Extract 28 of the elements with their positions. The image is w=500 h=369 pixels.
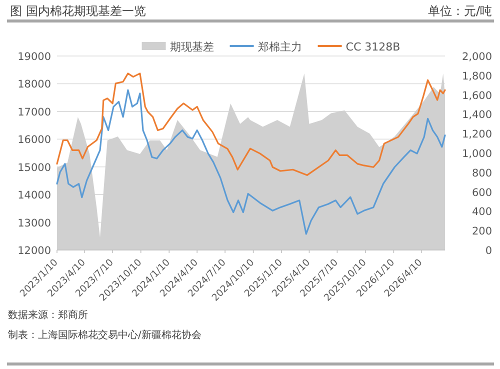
legend-label: CC 3128B xyxy=(346,40,400,54)
y2-tick-label: 1,000 xyxy=(462,148,492,160)
y-tick-label: 14000 xyxy=(18,190,51,202)
y2-tick-label: 600 xyxy=(472,186,492,199)
y2-tick-label: 1,200 xyxy=(462,128,492,141)
text: 制表：上海国际棉花交易中心/新疆棉花协会 xyxy=(8,329,202,341)
y-tick-label: 17000 xyxy=(18,106,51,118)
y-tick-label: 13000 xyxy=(18,217,51,230)
legend-label: 郑棉主力 xyxy=(258,40,302,54)
y-tick-label: 16000 xyxy=(18,134,51,146)
y-tick-label: 12000 xyxy=(18,245,51,257)
y-tick-label: 19000 xyxy=(18,51,51,63)
y2-tick-label: 2,000 xyxy=(462,51,492,63)
line-series xyxy=(56,72,446,176)
y-tick-label: 15000 xyxy=(18,162,51,174)
source-note: 数据来源：郑商所 xyxy=(8,309,88,321)
y2-tick-label: 0 xyxy=(485,245,492,257)
text: 单位：元/吨 xyxy=(428,4,492,18)
y2-tick-label: 800 xyxy=(472,167,492,180)
y2-tick-label: 1,400 xyxy=(462,109,492,122)
legend-label: 期现基差 xyxy=(170,40,214,54)
chart-title: 图 国内棉花期现基差一览 xyxy=(10,4,146,18)
y2-tick-label: 200 xyxy=(472,226,492,238)
y-tick-label: 18000 xyxy=(18,78,51,91)
line-series xyxy=(56,89,446,235)
y2-tick-label: 400 xyxy=(472,206,492,218)
y2-tick-label: 1,600 xyxy=(462,90,492,102)
y2-tick-label: 1,800 xyxy=(462,70,492,82)
